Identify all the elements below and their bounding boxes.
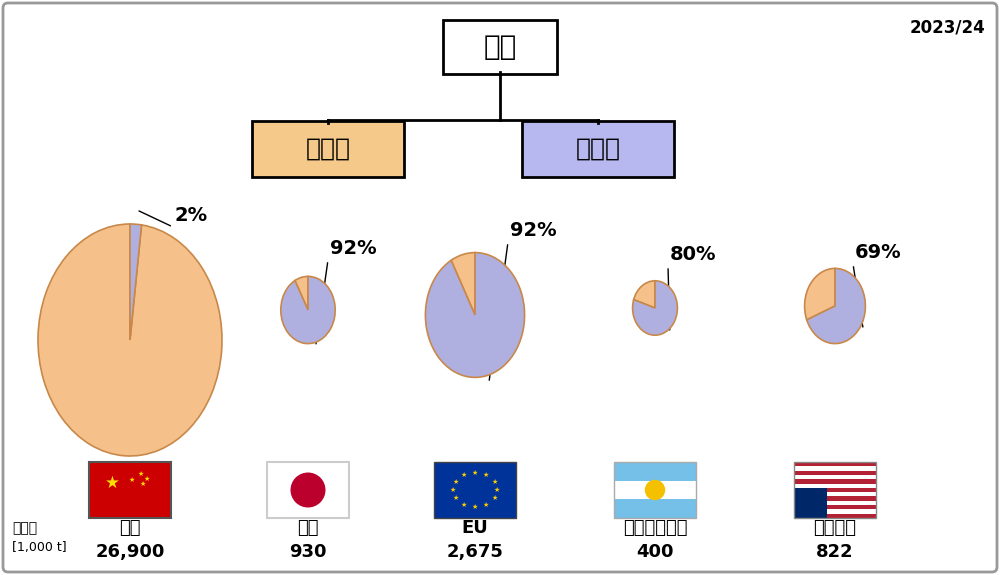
- Text: 822: 822: [816, 543, 854, 561]
- Text: ★: ★: [483, 473, 489, 478]
- Text: 69%: 69%: [855, 243, 902, 262]
- Wedge shape: [451, 252, 475, 315]
- Text: ★: ★: [491, 478, 497, 485]
- Text: 果実: 果実: [483, 33, 517, 61]
- Bar: [794, 484, 876, 488]
- Bar: [434, 462, 516, 518]
- Text: ★: ★: [453, 496, 459, 501]
- Text: ★: ★: [491, 496, 497, 501]
- Text: 2023/24: 2023/24: [909, 18, 985, 36]
- Bar: [794, 470, 876, 475]
- Wedge shape: [130, 224, 142, 340]
- Bar: [614, 462, 696, 481]
- Text: 生産量: 生産量: [12, 521, 37, 535]
- Text: 930: 930: [289, 543, 327, 561]
- Bar: [89, 462, 171, 518]
- FancyBboxPatch shape: [522, 121, 674, 177]
- Text: [1,000 t]: [1,000 t]: [12, 542, 67, 554]
- Bar: [794, 496, 876, 501]
- Wedge shape: [805, 269, 835, 320]
- FancyBboxPatch shape: [3, 3, 997, 572]
- Bar: [794, 462, 876, 466]
- Circle shape: [645, 481, 665, 500]
- Text: 92%: 92%: [330, 239, 377, 258]
- Bar: [794, 505, 876, 509]
- Text: ★: ★: [472, 470, 478, 476]
- Text: ★: ★: [450, 487, 456, 493]
- Bar: [794, 488, 876, 492]
- Bar: [614, 481, 696, 499]
- Bar: [794, 509, 876, 513]
- Text: 80%: 80%: [670, 245, 716, 264]
- Circle shape: [291, 473, 325, 507]
- Bar: [614, 499, 696, 518]
- Bar: [267, 462, 349, 518]
- Wedge shape: [425, 252, 525, 377]
- Text: ★: ★: [453, 478, 459, 485]
- Text: 26,900: 26,900: [95, 543, 165, 561]
- FancyBboxPatch shape: [252, 121, 404, 177]
- Bar: [794, 513, 876, 518]
- Text: アルゼンチン: アルゼンチン: [623, 519, 687, 537]
- Text: ★: ★: [137, 471, 143, 477]
- Bar: [794, 492, 876, 496]
- Bar: [794, 501, 876, 505]
- Text: ★: ★: [494, 487, 500, 493]
- Bar: [794, 466, 876, 470]
- Text: 2,675: 2,675: [447, 543, 503, 561]
- Text: ★: ★: [105, 474, 119, 492]
- Wedge shape: [807, 269, 865, 344]
- Bar: [794, 475, 876, 479]
- FancyBboxPatch shape: [443, 20, 557, 74]
- Text: 400: 400: [636, 543, 674, 561]
- Text: アメリカ: アメリカ: [814, 519, 856, 537]
- Bar: [794, 462, 876, 518]
- Text: 98%: 98%: [73, 360, 127, 380]
- Wedge shape: [634, 281, 655, 308]
- Text: 2%: 2%: [175, 206, 208, 225]
- Text: 92%: 92%: [510, 221, 557, 240]
- Text: 青果用: 青果用: [306, 137, 351, 161]
- Text: 加工用: 加工用: [576, 137, 620, 161]
- Text: ★: ★: [461, 501, 467, 508]
- Text: ★: ★: [139, 481, 145, 488]
- Text: ★: ★: [483, 501, 489, 508]
- Text: EU: EU: [462, 519, 488, 537]
- Bar: [614, 462, 696, 518]
- Wedge shape: [281, 277, 335, 344]
- Text: ★: ★: [472, 504, 478, 510]
- Bar: [794, 488, 827, 518]
- Text: 中国: 中国: [119, 519, 141, 537]
- Text: ★: ★: [129, 477, 135, 483]
- Wedge shape: [295, 277, 308, 310]
- Text: ★: ★: [143, 476, 150, 482]
- Bar: [794, 479, 876, 484]
- Text: ★: ★: [461, 473, 467, 478]
- Wedge shape: [633, 281, 677, 335]
- Wedge shape: [38, 224, 222, 456]
- Text: 日本: 日本: [297, 519, 319, 537]
